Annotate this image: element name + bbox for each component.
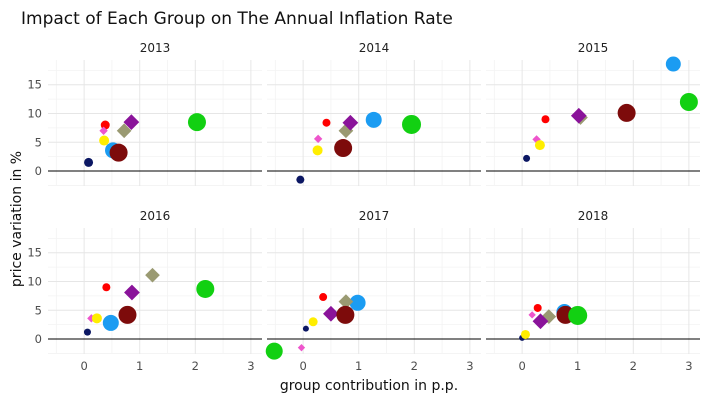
y-tick-label: 0 — [35, 164, 42, 178]
data-point-darkred — [109, 143, 128, 162]
data-point-khaki — [145, 267, 160, 283]
data-point-navy — [302, 325, 309, 332]
x-tick-label: 2 — [411, 359, 418, 373]
data-point-blue — [102, 314, 119, 331]
y-axis-label: price variation in % — [9, 151, 25, 287]
facet-panel-2017: 2017 0 1 2 3 — [265, 209, 481, 373]
data-point-yellow — [91, 313, 102, 324]
x-tick-label: 1 — [574, 359, 581, 373]
data-point-pink — [87, 314, 96, 323]
data-point-navy — [296, 175, 305, 184]
data-point-pink — [99, 126, 108, 135]
data-point-green — [402, 114, 422, 134]
x-tick-label: 3 — [685, 359, 692, 373]
x-tick-label: 0 — [299, 359, 306, 373]
x-tick-label: 0 — [80, 359, 87, 373]
data-point-navy — [84, 157, 94, 167]
data-point-blue — [665, 56, 681, 72]
data-point-purple — [342, 114, 359, 131]
data-point-green — [679, 93, 698, 111]
facet-panel-2014: 2014 — [267, 41, 481, 186]
data-point-blue — [349, 294, 366, 311]
data-point-yellow — [312, 145, 323, 156]
y-tick-label: 15 — [27, 78, 42, 92]
data-point-khaki — [116, 123, 132, 139]
data-point-yellow — [308, 317, 318, 327]
data-point-pink — [313, 134, 323, 144]
x-tick-label: 3 — [247, 359, 254, 373]
data-point-red — [533, 303, 542, 312]
facet-label-2014: 2014 — [359, 41, 390, 55]
data-point-yellow — [520, 329, 530, 339]
data-point-red — [322, 118, 331, 127]
x-tick-label: 3 — [466, 359, 473, 373]
data-point-purple — [532, 313, 549, 330]
data-point-blue — [365, 111, 382, 128]
facet-label-2018: 2018 — [578, 209, 609, 223]
y-tick-label: 15 — [27, 246, 42, 260]
data-point-purple — [570, 107, 587, 124]
x-tick-label: 1 — [355, 359, 362, 373]
facet-label-2015: 2015 — [578, 41, 609, 55]
x-tick-label: 1 — [136, 359, 143, 373]
data-point-khaki — [338, 294, 354, 309]
x-axis-label: group contribution in p.p. — [280, 378, 458, 394]
data-point-green — [196, 279, 215, 298]
x-tick-label: 2 — [630, 359, 637, 373]
facet-panel-2018: 2018 0 1 2 3 — [486, 209, 700, 373]
data-point-red — [541, 115, 550, 124]
chart-title: Impact of Each Group on The Annual Infla… — [21, 9, 453, 29]
data-point-purple — [124, 284, 140, 301]
y-tick-label: 10 — [27, 275, 42, 289]
facet-label-2017: 2017 — [359, 209, 390, 223]
facet-panel-2016: 2016 0 5 10 15 0 1 2 3 — [27, 209, 262, 373]
data-point-darkred — [118, 305, 137, 324]
data-point-pink — [528, 311, 536, 319]
y-tick-label: 10 — [27, 107, 42, 121]
data-point-pink — [297, 343, 306, 352]
data-point-yellow — [534, 140, 545, 151]
data-point-darkred — [334, 139, 353, 158]
data-point-red — [319, 293, 328, 302]
data-point-green — [187, 113, 206, 132]
y-tick-label: 5 — [35, 135, 42, 149]
y-tick-label: 0 — [35, 332, 42, 346]
data-point-purple — [323, 305, 339, 322]
data-point-darkred — [336, 305, 355, 324]
x-tick-label: 0 — [518, 359, 525, 373]
data-point-navy — [83, 328, 91, 336]
facet-panel-2015: 2015 — [486, 41, 700, 186]
data-point-purple — [123, 114, 140, 131]
facet-label-2013: 2013 — [140, 41, 171, 55]
x-tick-label: 2 — [192, 359, 199, 373]
data-point-darkred — [617, 103, 636, 122]
facet-label-2016: 2016 — [140, 209, 171, 223]
data-point-green — [568, 305, 588, 325]
data-point-yellow — [99, 135, 110, 146]
y-tick-label: 5 — [35, 303, 42, 317]
data-point-green — [265, 342, 283, 360]
data-point-red — [102, 283, 111, 292]
data-point-navy — [523, 154, 531, 162]
facet-panel-2013: 2013 0 5 10 15 — [27, 41, 262, 186]
